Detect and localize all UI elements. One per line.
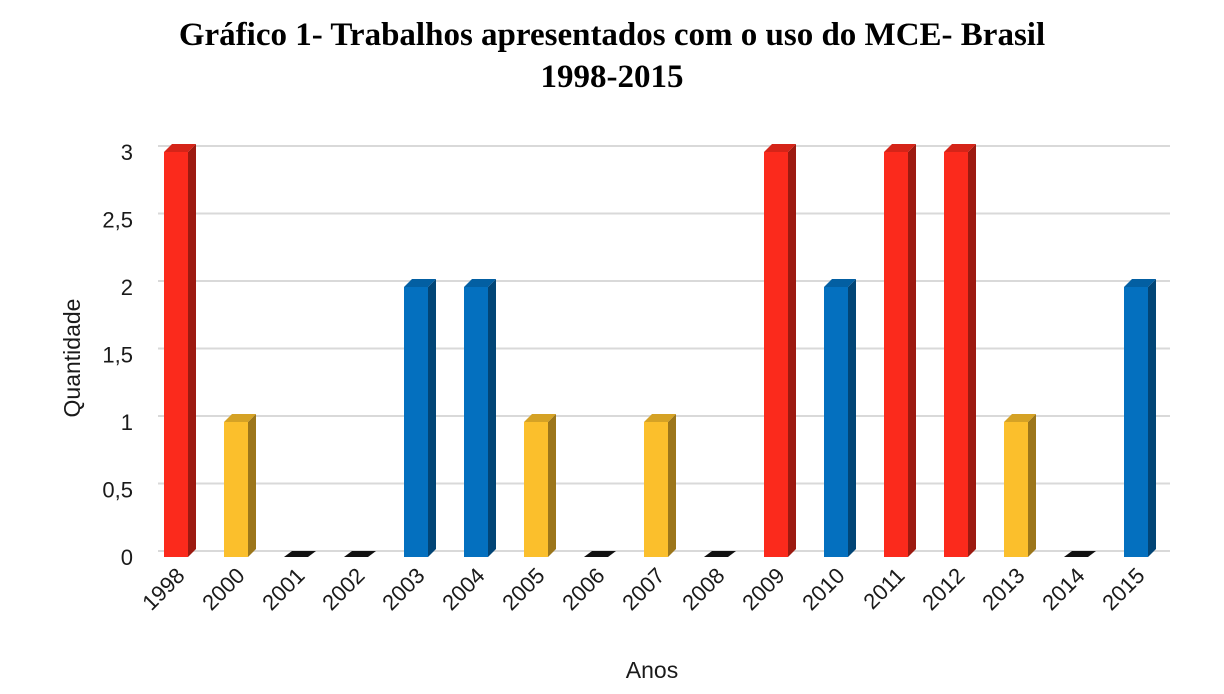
bar: [824, 279, 856, 557]
bar-top: [464, 279, 496, 287]
y-tick-label: 0,5: [102, 478, 133, 503]
x-tick-label: 2015: [1097, 563, 1149, 615]
bar-top: [764, 144, 796, 152]
bar-top: [944, 144, 976, 152]
bar: [584, 551, 616, 557]
y-axis-ticks: 0 0,5 1 1,5 2 2,5 3: [102, 140, 133, 570]
bar: [704, 551, 736, 557]
x-tick-label: 2006: [557, 563, 609, 615]
x-axis-ticks: 1998 2000 2001 2002 2003 2004 2005 2006 2007 2008…: [137, 563, 1149, 615]
bar-front: [644, 422, 668, 557]
bar-front: [764, 152, 788, 557]
bar-side: [668, 414, 676, 557]
bar: [464, 279, 496, 557]
x-tick-label: 2004: [437, 563, 489, 615]
x-tick-label: 2008: [677, 563, 729, 615]
bar-zero: [344, 551, 376, 557]
bar: [344, 551, 376, 557]
bar: [1124, 279, 1156, 557]
bar-side: [908, 144, 916, 557]
chart-title: Gráfico 1- Trabalhos apresentados com o …: [0, 14, 1224, 98]
bar-front: [464, 287, 488, 557]
bar-front: [404, 287, 428, 557]
x-tick-label: 2010: [797, 563, 849, 615]
x-tick-label: 2013: [977, 563, 1029, 615]
bar-side: [1028, 414, 1036, 557]
bar-side: [188, 144, 196, 557]
bar: [404, 279, 436, 557]
x-tick-label: 2002: [317, 563, 369, 615]
bar-top: [524, 414, 556, 422]
x-tick-label: 2000: [197, 563, 249, 615]
y-tick-label: 1,5: [102, 343, 133, 368]
x-tick-label: 2012: [917, 563, 969, 615]
y-tick-label: 2: [121, 275, 133, 300]
bar-front: [1124, 287, 1148, 557]
x-tick-label: 2011: [858, 563, 909, 614]
x-tick-label: 2007: [617, 563, 669, 615]
bar: [1064, 551, 1096, 557]
x-tick-label: 2005: [497, 563, 549, 615]
bar-top: [884, 144, 916, 152]
chart-title-line-2: 1998-2015: [540, 59, 684, 95]
x-tick-label: 2003: [377, 563, 429, 615]
bar-top: [824, 279, 856, 287]
bar-side: [548, 414, 556, 557]
bar: [884, 144, 916, 557]
bar-zero: [1064, 551, 1096, 557]
bars: [164, 144, 1156, 557]
bar: [944, 144, 976, 557]
bar-zero: [284, 551, 316, 557]
x-tick-label: 2014: [1037, 563, 1089, 615]
bar-top: [1124, 279, 1156, 287]
bar-top: [1004, 414, 1036, 422]
bar-front: [884, 152, 908, 557]
bar-front: [1004, 422, 1028, 557]
bar-zero: [584, 551, 616, 557]
bar-top: [224, 414, 256, 422]
x-tick-label: 1998: [137, 563, 189, 615]
y-tick-label: 1: [121, 410, 133, 435]
bar-side: [488, 279, 496, 557]
bar-side: [788, 144, 796, 557]
x-tick-label: 2001: [257, 563, 309, 615]
bar-zero: [704, 551, 736, 557]
x-axis-label: Anos: [626, 657, 678, 683]
bar-front: [824, 287, 848, 557]
bar-top: [644, 414, 676, 422]
bar-top: [404, 279, 436, 287]
bar-side: [248, 414, 256, 557]
bar: [524, 414, 556, 557]
chart-title-line-1: Gráfico 1- Trabalhos apresentados com o …: [178, 17, 1046, 53]
bar-side: [968, 144, 976, 557]
y-axis-label: Quantidade: [59, 299, 85, 418]
bar-front: [224, 422, 248, 557]
bar-side: [848, 279, 856, 557]
y-tick-label: 3: [121, 140, 133, 165]
bar: [164, 144, 196, 557]
bar: [644, 414, 676, 557]
bar: [284, 551, 316, 557]
bar-top: [164, 144, 196, 152]
y-tick-label: 0: [121, 545, 133, 570]
bar: [1004, 414, 1036, 557]
bar-front: [524, 422, 548, 557]
bar: [224, 414, 256, 557]
x-tick-label: 2009: [737, 563, 789, 615]
bar-side: [428, 279, 436, 557]
bar: [764, 144, 796, 557]
bar-front: [944, 152, 968, 557]
y-tick-label: 2,5: [102, 208, 133, 233]
bar-side: [1148, 279, 1156, 557]
bar-front: [164, 152, 188, 557]
